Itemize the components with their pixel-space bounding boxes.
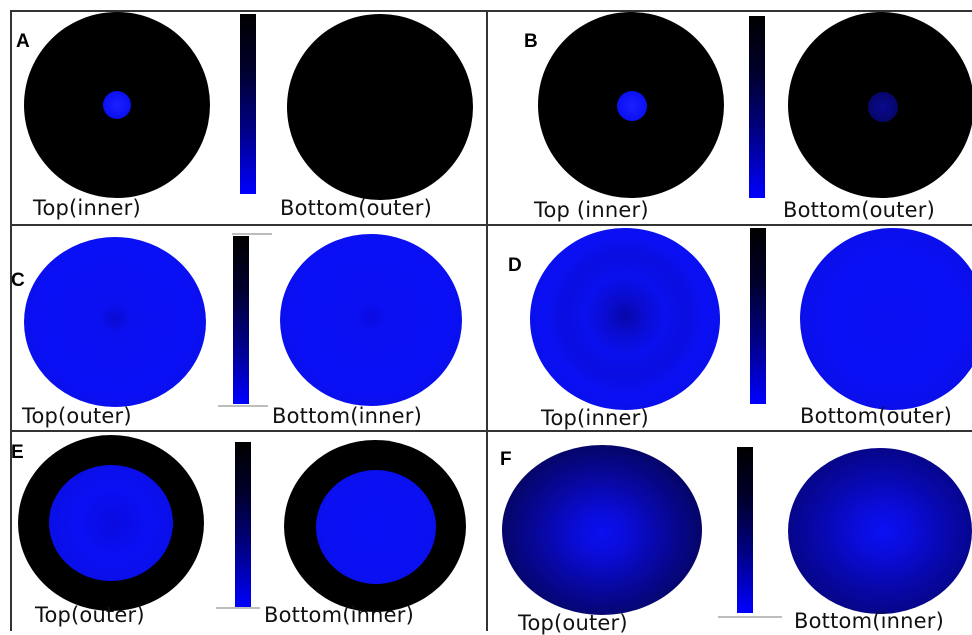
top-disc xyxy=(24,237,206,407)
top-caption: Top (inner) xyxy=(534,198,649,222)
top-caption: Top(outer) xyxy=(518,611,628,635)
bottom-disc xyxy=(788,448,972,614)
color-scale-bar xyxy=(749,16,765,198)
bottom-caption: Bottom(inner) xyxy=(264,603,415,627)
panel-label: C xyxy=(11,270,25,291)
inner-region xyxy=(49,465,173,581)
row-divider-1 xyxy=(10,224,972,226)
center-divider xyxy=(486,10,488,631)
color-scale-bar xyxy=(750,228,766,404)
row-divider-2 xyxy=(10,430,972,432)
scale-tick-bottom xyxy=(718,616,782,618)
color-scale-bar xyxy=(737,447,753,613)
panel-label: F xyxy=(500,449,512,470)
top-caption: Top(inner) xyxy=(541,406,649,430)
bottom-caption: Bottom(outer) xyxy=(783,198,935,222)
color-scale-bar xyxy=(240,14,256,194)
panel-label: B xyxy=(524,31,538,52)
inner-spot xyxy=(617,91,647,121)
outer-top-border xyxy=(10,10,972,12)
inner-spot xyxy=(103,91,131,119)
inner-spot xyxy=(868,92,898,122)
panel-label: D xyxy=(508,255,522,276)
bottom-disc xyxy=(284,440,466,612)
top-caption: Top(inner) xyxy=(33,196,141,220)
bottom-disc xyxy=(788,12,972,198)
top-disc xyxy=(538,12,724,198)
top-caption: Top(outer) xyxy=(22,404,132,428)
bottom-caption: Bottom(outer) xyxy=(280,196,432,220)
top-disc xyxy=(24,12,210,198)
top-disc xyxy=(502,445,702,615)
top-caption: Top(outer) xyxy=(35,603,145,627)
bottom-caption: Bottom(outer) xyxy=(800,404,952,428)
color-scale-bar xyxy=(235,442,251,608)
panel-label: E xyxy=(11,442,24,463)
bottom-caption: Bottom(inner) xyxy=(272,404,423,428)
bottom-disc xyxy=(800,228,972,410)
bottom-disc xyxy=(287,14,473,200)
top-disc xyxy=(18,435,204,611)
bottom-caption: Bottom(inner) xyxy=(794,609,945,633)
scale-tick-top xyxy=(232,233,272,235)
scale-tick-bottom xyxy=(216,607,260,609)
color-scale-bar xyxy=(233,236,249,404)
inner-region xyxy=(316,470,436,584)
scale-tick-bottom xyxy=(218,405,268,407)
panel-label: A xyxy=(16,31,30,52)
top-disc xyxy=(530,228,720,410)
bottom-disc xyxy=(280,234,462,406)
outer-left-border xyxy=(10,10,12,631)
